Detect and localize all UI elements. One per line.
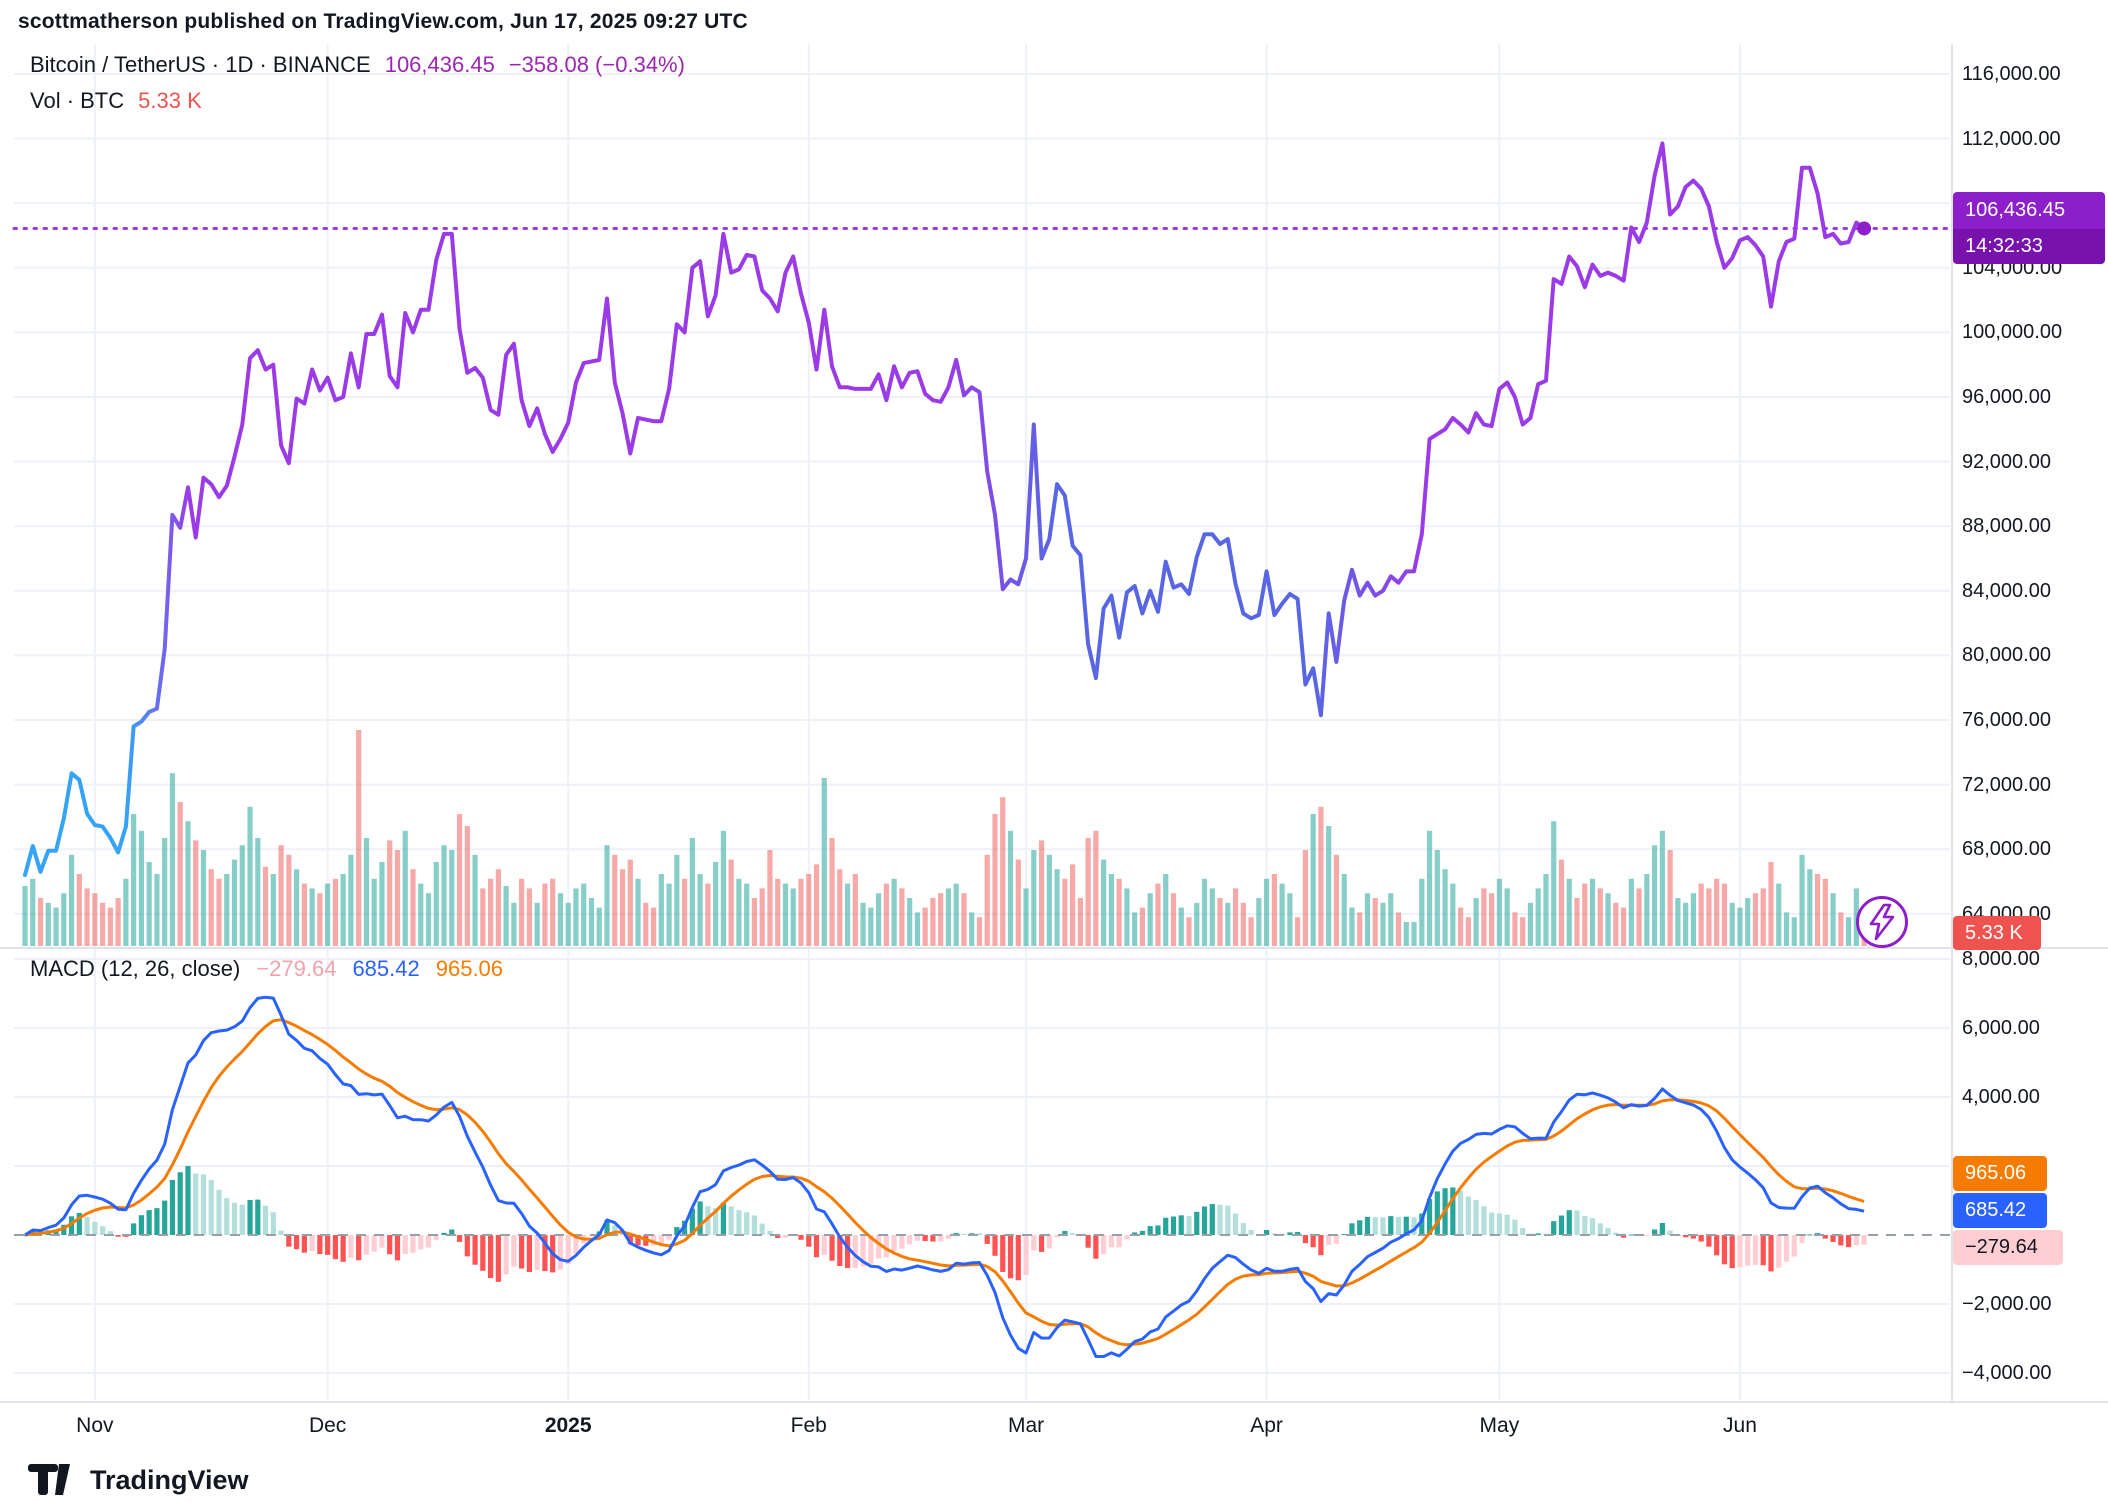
macd-axis-label: −2,000.00 — [1962, 1293, 2052, 1315]
price-axis-label: 92,000.00 — [1962, 450, 2051, 473]
x-axis[interactable]: Nov Dec 2025 Feb Mar Apr May Jun — [0, 1404, 2108, 1450]
volume-badge: 5.33 K — [1953, 916, 2041, 951]
macd-axis-label: 6,000.00 — [1962, 1017, 2040, 1039]
price-badge-value: 106,436.45 — [1953, 192, 2105, 230]
macd-line-badge: 685.42 — [1953, 1193, 2047, 1229]
price-axis-label: 76,000.00 — [1962, 709, 2051, 731]
macd-legend: MACD (12, 26, close) −279.64 685.42 965.… — [30, 956, 503, 982]
macd-signal-value: 965.06 — [435, 956, 504, 981]
macd-signal-badge: 965.06 — [1953, 1156, 2047, 1192]
price-axis-label: 72,000.00 — [1962, 773, 2051, 796]
tradingview-wordmark[interactable]: TradingView — [90, 1464, 249, 1495]
boost-button[interactable] — [1856, 896, 1908, 948]
symbol-title[interactable]: Bitcoin / TetherUS · 1D · BINANCE — [30, 52, 371, 77]
macd-hist-value: −279.64 — [256, 956, 337, 981]
price-axis-label: 84,000.00 — [1962, 579, 2051, 602]
publish-header: scottmatherson published on TradingView.… — [18, 10, 748, 33]
price-badge-countdown: 14:32:33 — [1953, 229, 2105, 265]
price-badge: 106,436.45 14:32:33 — [1953, 192, 2105, 265]
right-axis[interactable]: 116,000.00112,000.00108,000.00104,000.00… — [1952, 0, 2108, 1502]
volume-label[interactable]: Vol · BTC — [30, 88, 125, 113]
price-axis-label: 68,000.00 — [1962, 838, 2051, 861]
lightning-icon — [1869, 903, 1895, 941]
last-price: 106,436.45 — [384, 52, 495, 77]
x-axis-label: May — [1479, 1414, 1520, 1437]
price-change: −358.08 (−0.34%) — [508, 52, 685, 77]
macd-title[interactable]: MACD (12, 26, close) — [30, 956, 241, 981]
macd-line-value: 685.42 — [352, 956, 420, 981]
x-axis-label: Mar — [1007, 1414, 1045, 1437]
x-axis-label: Dec — [308, 1414, 347, 1437]
tradingview-logo[interactable] — [26, 1460, 74, 1500]
price-axis-label: 100,000.00 — [1962, 321, 2063, 344]
x-axis-label: Nov — [76, 1414, 114, 1437]
footer: TradingView — [26, 1460, 249, 1500]
macd-axis-label: 8,000.00 — [1962, 948, 2040, 970]
x-axis-label: Apr — [1250, 1414, 1283, 1437]
price-axis-label: 88,000.00 — [1962, 515, 2051, 538]
symbol-legend: Bitcoin / TetherUS · 1D · BINANCE 106,43… — [30, 52, 685, 78]
x-axis-label: 2025 — [544, 1414, 592, 1437]
price-axis-label: 112,000.00 — [1962, 127, 2061, 150]
volume-legend: Vol · BTC 5.33 K — [30, 88, 202, 114]
macd-axis-label: 4,000.00 — [1962, 1086, 2040, 1108]
price-axis-label: 96,000.00 — [1962, 386, 2051, 408]
macd-axis-label: −4,000.00 — [1962, 1362, 2052, 1384]
x-axis-label: Jun — [1723, 1414, 1757, 1437]
volume-value: 5.33 K — [138, 88, 202, 113]
price-axis-label: 80,000.00 — [1962, 644, 2051, 667]
macd-hist-badge: −279.64 — [1953, 1230, 2063, 1266]
x-axis-label: Feb — [790, 1414, 827, 1437]
price-axis-label: 116,000.00 — [1962, 63, 2061, 85]
